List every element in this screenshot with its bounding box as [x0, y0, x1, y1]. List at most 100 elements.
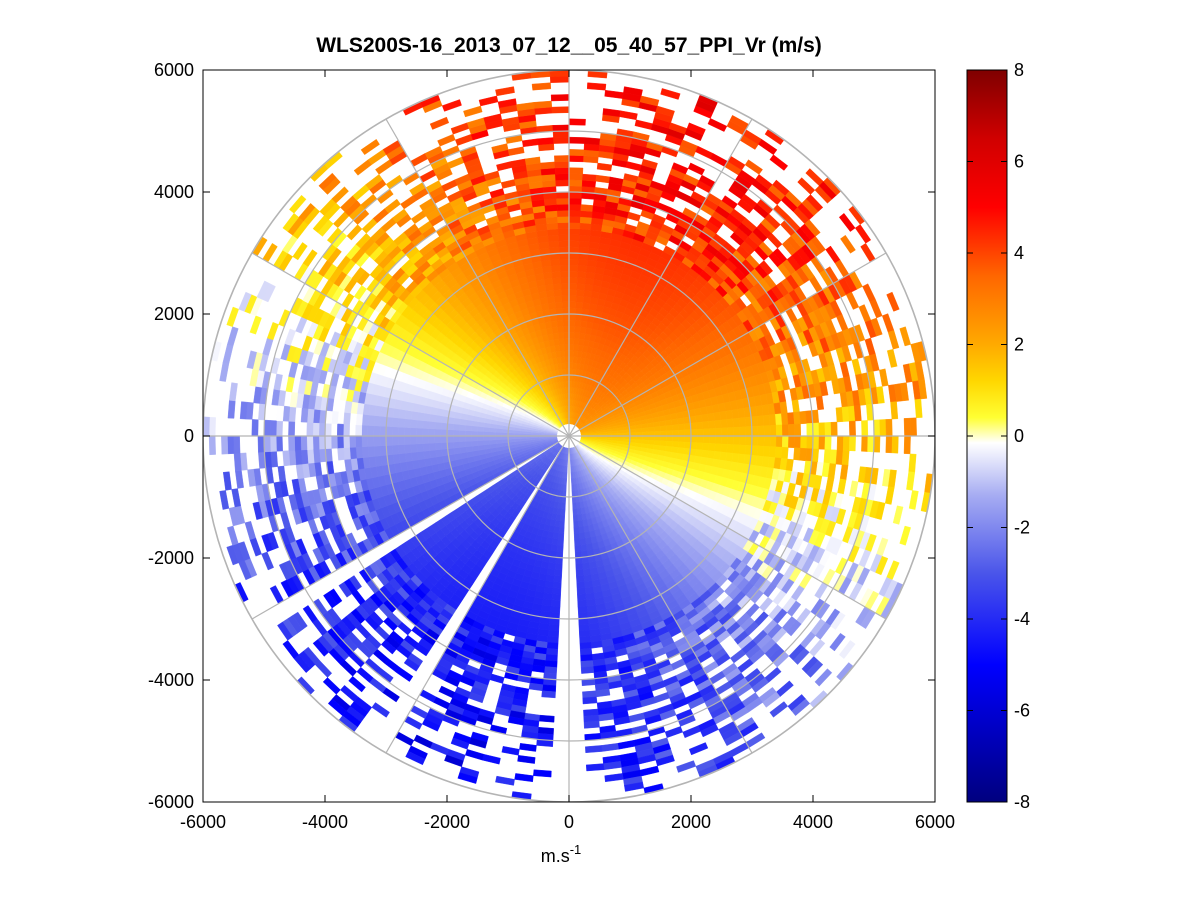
velocity-cell — [546, 642, 559, 650]
velocity-cell — [391, 435, 399, 446]
velocity-cell — [288, 435, 296, 451]
velocity-cell — [367, 445, 376, 458]
velocity-cell — [263, 419, 271, 437]
velocity-cell — [573, 532, 581, 540]
velocity-cell — [577, 599, 588, 607]
velocity-cell — [471, 425, 479, 432]
velocity-cell — [818, 435, 826, 450]
velocity-cell — [660, 430, 667, 437]
velocity-cell — [684, 429, 692, 437]
velocity-cell — [577, 605, 588, 613]
velocity-cell — [568, 350, 574, 358]
velocity-cell — [800, 435, 808, 449]
velocity-cell — [903, 435, 911, 455]
velocity-cell — [842, 435, 850, 451]
velocity-cell — [239, 401, 248, 420]
velocity-cell — [824, 422, 832, 437]
velocity-cell — [708, 443, 716, 452]
velocity-cell — [876, 386, 885, 404]
velocity-cell — [208, 435, 216, 456]
velocity-cell — [422, 435, 430, 444]
velocity-cell — [349, 435, 357, 448]
velocity-cell — [579, 222, 592, 230]
velocity-cell — [568, 264, 579, 272]
velocity-cell — [707, 450, 715, 460]
velocity-cell — [635, 428, 643, 433]
velocity-cell — [404, 427, 411, 437]
velocity-cell — [545, 654, 558, 662]
velocity-cell — [312, 448, 321, 464]
velocity-cell — [891, 435, 899, 454]
velocity-cell — [233, 452, 242, 472]
velocity-cell — [269, 420, 277, 437]
velocity-cell — [576, 587, 586, 595]
velocity-cell — [489, 439, 497, 445]
velocity-cell — [553, 575, 562, 583]
velocity-cell — [446, 422, 454, 431]
velocity-cell — [887, 330, 900, 350]
velocity-cell — [373, 435, 381, 447]
velocity-cell — [331, 410, 339, 425]
velocity-cell — [483, 444, 491, 450]
velocity-cell — [666, 435, 673, 442]
velocity-cell — [435, 414, 443, 423]
velocity-cell — [361, 424, 369, 437]
velocity-cell — [385, 435, 393, 446]
velocity-cell — [367, 425, 375, 437]
velocity-cell — [471, 440, 479, 447]
velocity-cell — [489, 435, 497, 441]
velocity-cell — [696, 421, 704, 430]
velocity-cell — [914, 398, 923, 419]
velocity-cell — [900, 382, 909, 402]
velocity-cell — [794, 423, 802, 437]
velocity-cell — [617, 430, 625, 434]
velocity-cell — [702, 428, 710, 437]
velocity-cell — [671, 441, 679, 448]
velocity-cell — [379, 425, 387, 437]
velocity-cell — [349, 446, 357, 460]
velocity-cell — [568, 179, 583, 187]
velocity-cell — [583, 290, 593, 298]
velocity-cell — [582, 296, 592, 304]
velocity-cell — [477, 430, 484, 437]
velocity-cell — [575, 569, 584, 577]
velocity-cell — [733, 435, 741, 446]
velocity-cell — [440, 435, 448, 443]
velocity-cell — [343, 435, 350, 449]
velocity-cell — [568, 246, 580, 254]
velocity-cell — [568, 167, 584, 175]
velocity-cell — [392, 417, 400, 428]
velocity-cell — [732, 444, 740, 455]
velocity-cell — [757, 435, 765, 447]
velocity-cell — [684, 441, 692, 450]
velocity-cell — [568, 203, 582, 211]
velocity-cell — [410, 427, 417, 437]
velocity-cell — [684, 422, 692, 431]
velocity-cell — [568, 155, 584, 163]
velocity-cell — [580, 544, 588, 552]
velocity-cell — [330, 435, 338, 449]
velocity-cell — [585, 763, 605, 772]
velocity-cell — [429, 413, 437, 423]
velocity-cell — [653, 421, 661, 428]
velocity-cell — [568, 240, 580, 248]
velocity-cell — [428, 435, 436, 444]
velocity-cell — [452, 429, 460, 437]
velocity-cell — [573, 332, 581, 340]
velocity-cell — [654, 435, 661, 442]
velocity-cell — [306, 435, 314, 450]
velocity-cell — [580, 320, 588, 328]
velocity-cell — [823, 449, 832, 464]
velocity-cell — [568, 289, 577, 297]
velocity-cell — [848, 435, 856, 452]
velocity-cell — [580, 654, 593, 662]
velocity-cell — [465, 440, 473, 448]
velocity-cell — [695, 414, 703, 423]
velocity-cell — [788, 435, 795, 449]
velocity-cell — [678, 429, 686, 437]
velocity-cell — [582, 696, 598, 705]
velocity-cell — [759, 260, 774, 276]
velocity-cell — [312, 408, 321, 424]
velocity-cell — [580, 204, 594, 212]
velocity-cell — [312, 435, 320, 450]
